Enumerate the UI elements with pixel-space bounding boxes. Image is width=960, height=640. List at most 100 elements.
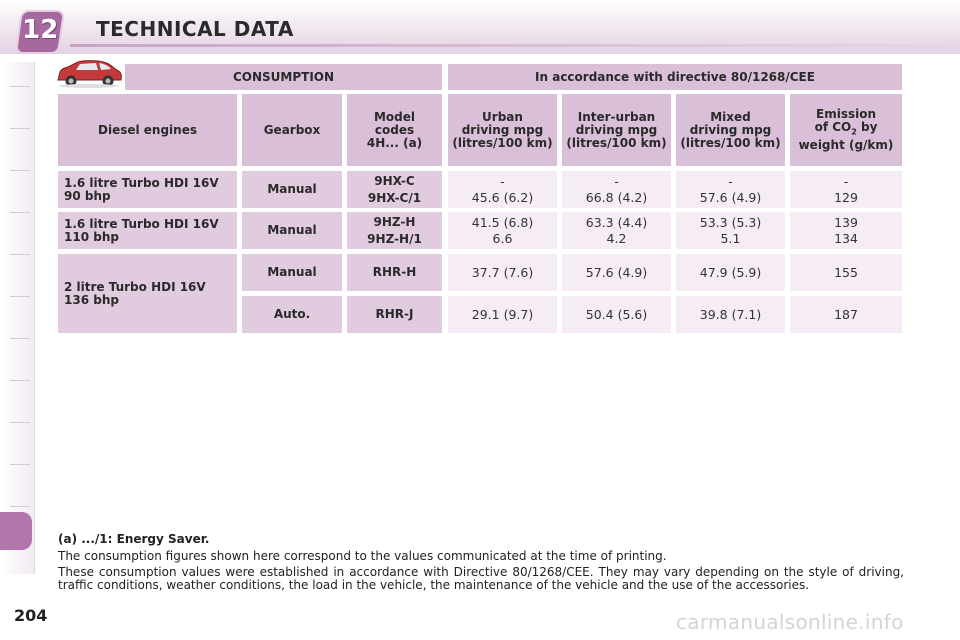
gearbox-cell: Manual (242, 212, 342, 249)
mixed-cell: 47.9 (5.9) (676, 254, 785, 291)
column-header-engines: Diesel engines (58, 94, 237, 166)
column-header-emission: Emission of CO2 by weight (g/km) (790, 94, 902, 166)
header-line: (litres/100 km) (680, 135, 781, 150)
header-line: (litres/100 km) (452, 135, 553, 150)
header-line: codes (374, 122, 415, 137)
chapter-number: 12 (22, 15, 59, 45)
chapter-tab-strip (0, 62, 35, 574)
inter-urban-cell: -66.8 (4.2) (562, 171, 671, 208)
model-code-cell: RHR-J (347, 296, 442, 333)
value: 4.2 (606, 230, 627, 246)
column-header-urban: Urban driving mpg (litres/100 km) (448, 94, 557, 166)
footnote-paragraph: These consumption values were establishe… (58, 565, 904, 592)
mixed-cell: 39.8 (7.1) (676, 296, 785, 333)
page-title: TECHNICAL DATA (96, 17, 294, 41)
value: 139 (834, 214, 858, 230)
value: 6.6 (492, 230, 513, 246)
tab-divider (10, 464, 30, 465)
emission-cell: 155 (790, 254, 902, 291)
engine-name: 1.6 litre Turbo HDI 16V 110 bhp (58, 212, 237, 249)
model-code: 9HX-C (374, 173, 415, 188)
chapter-badge: 12 (17, 12, 63, 52)
emission-cell: 187 (790, 296, 902, 333)
header-line: Mixed (710, 109, 751, 124)
tab-divider (10, 296, 30, 297)
value: 66.8 (4.2) (585, 189, 648, 205)
inter-urban-cell: 50.4 (5.6) (562, 296, 671, 333)
header-divider (70, 44, 960, 47)
model-code-cell: RHR-H (347, 254, 442, 291)
chapter-tab-active[interactable] (0, 512, 32, 550)
tab-divider (10, 170, 30, 171)
header-line: driving mpg (461, 122, 544, 137)
engine-line: 110 bhp (64, 229, 119, 244)
model-code: 9HZ-H/1 (367, 231, 422, 246)
gearbox-cell: Auto. (242, 296, 342, 333)
header-line: 4H... (a) (366, 135, 423, 150)
value: - (500, 173, 505, 189)
tab-divider (10, 254, 30, 255)
header-line: driving mpg (689, 122, 772, 137)
column-header-mixed: Mixed driving mpg (litres/100 km) (676, 94, 785, 166)
mixed-cell: -57.6 (4.9) (676, 171, 785, 208)
engine-line: 1.6 litre Turbo HDI 16V (64, 175, 219, 190)
emission-cell: -129 (790, 171, 902, 208)
value: 134 (834, 230, 858, 246)
value: 45.6 (6.2) (471, 189, 534, 205)
header-line: of CO (814, 120, 852, 135)
value: - (614, 173, 619, 189)
model-code: 9HX-C/1 (367, 190, 422, 205)
watermark: carmanualsonline.info (676, 610, 904, 634)
column-header-model-codes: Model codes 4H... (a) (347, 94, 442, 166)
consumption-header: CONSUMPTION (125, 64, 442, 90)
value: 57.6 (4.9) (699, 189, 762, 205)
page-number: 204 (14, 606, 48, 625)
column-header-inter-urban: Inter-urban driving mpg (litres/100 km) (562, 94, 671, 166)
value: - (728, 173, 733, 189)
value: 53.3 (5.3) (699, 214, 762, 230)
value: - (843, 173, 849, 189)
mixed-cell: 53.3 (5.3) 5.1 (676, 212, 785, 249)
inter-urban-cell: 63.3 (4.4) 4.2 (562, 212, 671, 249)
header-line: (litres/100 km) (566, 135, 667, 150)
tab-divider (10, 212, 30, 213)
header-line: Model (373, 109, 416, 124)
value: 41.5 (6.8) (471, 214, 534, 230)
car-icon (57, 60, 122, 88)
engine-name: 1.6 litre Turbo HDI 16V 90 bhp (58, 171, 237, 208)
engine-name: 2 litre Turbo HDI 16V 136 bhp (58, 254, 237, 333)
header-line: Emission (816, 107, 876, 122)
gearbox-cell: Manual (242, 254, 342, 291)
header-line: weight (g/km) (798, 137, 894, 152)
co2-subscript: 2 (851, 127, 857, 137)
directive-header: In accordance with directive 80/1268/CEE (448, 64, 902, 90)
value: 129 (834, 189, 858, 205)
footnotes: (a) .../1: Energy Saver. The consumption… (58, 533, 904, 595)
urban-cell: -45.6 (6.2) (448, 171, 557, 208)
urban-cell: 37.7 (7.6) (448, 254, 557, 291)
header-line: driving mpg (575, 122, 658, 137)
engine-line: 2 litre Turbo HDI 16V (64, 279, 206, 294)
header-line: Urban (482, 109, 523, 124)
engine-line: 1.6 litre Turbo HDI 16V (64, 216, 219, 231)
value: 5.1 (720, 230, 741, 246)
model-code-cell: 9HZ-H 9HZ-H/1 (347, 212, 442, 249)
inter-urban-cell: 57.6 (4.9) (562, 254, 671, 291)
header-line: Inter-urban (577, 109, 656, 124)
model-code-cell: 9HX-C 9HX-C/1 (347, 171, 442, 208)
urban-cell: 29.1 (9.7) (448, 296, 557, 333)
value: 63.3 (4.4) (585, 214, 648, 230)
model-code: 9HZ-H (373, 214, 416, 229)
footnote-paragraph: The consumption figures shown here corre… (58, 549, 667, 563)
tab-divider (10, 422, 30, 423)
footnote-title: (a) .../1: Energy Saver. (58, 532, 210, 546)
engine-line: 90 bhp (64, 188, 111, 203)
urban-cell: 41.5 (6.8) 6.6 (448, 212, 557, 249)
column-header-gearbox: Gearbox (242, 94, 342, 166)
engine-line: 136 bhp (64, 292, 119, 307)
tab-divider (10, 86, 30, 87)
emission-cell: 139 134 (790, 212, 902, 249)
header-line: by (856, 120, 878, 135)
tab-divider (10, 338, 30, 339)
tab-divider (10, 506, 30, 507)
